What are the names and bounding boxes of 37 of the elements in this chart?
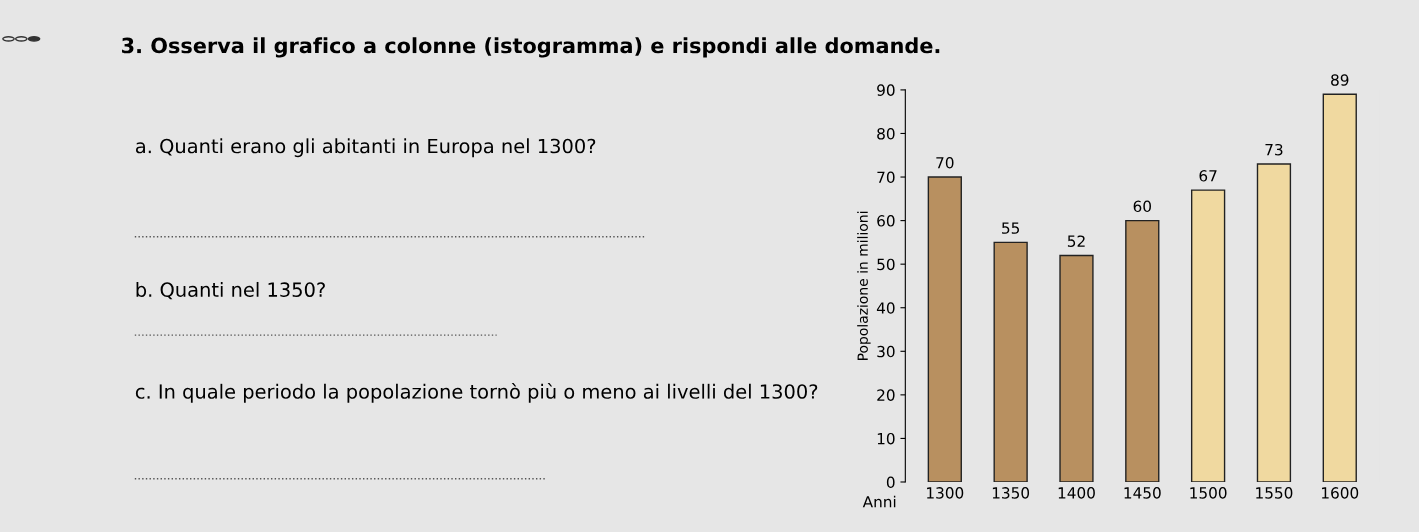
data-label: 55 bbox=[1002, 222, 1020, 234]
bar bbox=[1322, 93, 1357, 482]
bar bbox=[1059, 254, 1094, 482]
x-tick-label: 1350 bbox=[992, 487, 1030, 499]
y-tick-label: 90 bbox=[877, 84, 895, 96]
bar bbox=[1125, 219, 1160, 482]
y-tick-label: 0 bbox=[886, 476, 895, 489]
bar bbox=[993, 241, 1028, 482]
x-tick-label: 1500 bbox=[1190, 487, 1227, 499]
x-tick-label: 1400 bbox=[1058, 487, 1095, 499]
data-label: 89 bbox=[1331, 74, 1349, 86]
y-tick-label: 70 bbox=[877, 171, 895, 184]
text: b. Quanti nel 1350? bbox=[136, 281, 325, 300]
text: a. Quanti erano gli abitanti in Europa nel 1300? bbox=[135, 138, 596, 158]
y-tick-label: 40 bbox=[876, 302, 895, 314]
data-label: 67 bbox=[1199, 170, 1217, 182]
data-label: 73 bbox=[1265, 143, 1283, 156]
y-tick-label: 30 bbox=[877, 345, 895, 358]
y-tick-label: 60 bbox=[877, 215, 895, 227]
x-axis-title: Anni bbox=[862, 495, 896, 508]
x-tick-label: 1450 bbox=[1124, 487, 1161, 499]
y-tick-label: 10 bbox=[877, 432, 895, 445]
y-tick-label: 20 bbox=[877, 389, 895, 401]
bar bbox=[927, 176, 962, 482]
bar bbox=[1256, 163, 1292, 482]
bar bbox=[1190, 189, 1226, 482]
text: c. In quale periodo la popolazione tornò più o meno ai livelli del 1300? bbox=[135, 383, 818, 403]
data-label: 70 bbox=[936, 156, 954, 169]
data-label: 52 bbox=[1067, 235, 1085, 247]
data-label: 60 bbox=[1133, 200, 1151, 213]
x-tick-label: 1550 bbox=[1256, 487, 1293, 499]
x-tick-label: 1300 bbox=[927, 487, 964, 499]
y-tick-label: 80 bbox=[877, 127, 895, 140]
x-tick-label: 1600 bbox=[1322, 487, 1359, 499]
y-tick-label: 50 bbox=[877, 258, 895, 271]
y-axis-title: Popolazione in milioni bbox=[857, 211, 871, 360]
text: 3. Osserva il grafico a colonne (istogramma) e rispondi alle domande. bbox=[122, 37, 940, 58]
